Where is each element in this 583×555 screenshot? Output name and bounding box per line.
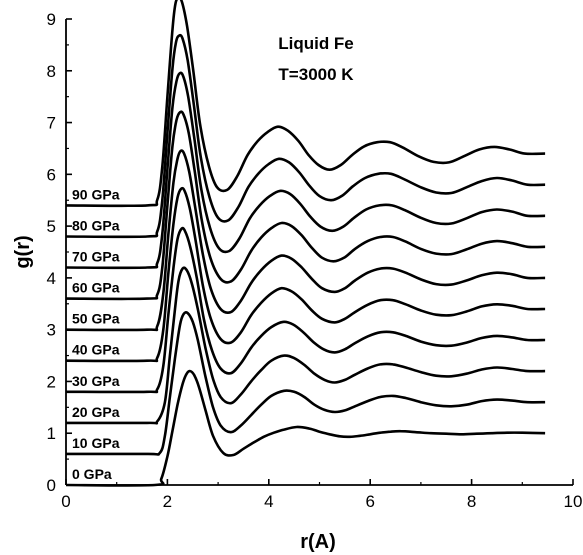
x-tick-label-6: 6 bbox=[365, 492, 374, 511]
chart-title: Liquid Fe bbox=[278, 34, 354, 53]
y-tick-label-0: 0 bbox=[47, 476, 56, 495]
series-labels: 0 GPa 10 GPa 20 GPa 30 GPa 40 GPa 50 GPa 60 GP… bbox=[72, 186, 120, 482]
y-tick-label-5: 5 bbox=[47, 217, 56, 236]
series-label-6: 60 GPa bbox=[72, 280, 120, 296]
series-line-4 bbox=[65, 186, 546, 363]
x-tick-label-2: 2 bbox=[163, 492, 172, 511]
y-axis-label: g(r) bbox=[12, 235, 34, 268]
series-label-5: 50 GPa bbox=[72, 311, 120, 327]
series-label-7: 70 GPa bbox=[72, 249, 120, 265]
series-line-1 bbox=[65, 311, 546, 456]
series-label-1: 10 GPa bbox=[72, 435, 120, 451]
series-line-7 bbox=[65, 71, 546, 270]
y-tick-label-1: 1 bbox=[47, 424, 56, 443]
series-line-9 bbox=[65, 0, 546, 208]
series-label-0: 0 GPa bbox=[72, 466, 112, 482]
series-line-0 bbox=[65, 369, 546, 487]
y-tick-label-8: 8 bbox=[47, 62, 56, 81]
series-line-8 bbox=[65, 33, 546, 239]
series-line-5 bbox=[65, 149, 546, 332]
y-tick-label-3: 3 bbox=[47, 321, 56, 340]
y-tick-label-7: 7 bbox=[47, 114, 56, 133]
rdf-curves bbox=[65, 0, 546, 487]
x-tick-label-8: 8 bbox=[467, 492, 476, 511]
x-tick-label-4: 4 bbox=[264, 492, 273, 511]
series-label-8: 80 GPa bbox=[72, 217, 120, 233]
series-label-9: 90 GPa bbox=[72, 186, 120, 202]
x-tick-label-10: 10 bbox=[564, 492, 583, 511]
plot-axes: 0 2 4 6 8 10 0 1 2 3 4 5 6 7 8 9 bbox=[47, 10, 583, 511]
y-tick-label-9: 9 bbox=[47, 10, 56, 29]
series-line-2 bbox=[65, 266, 546, 425]
series-line-6 bbox=[65, 110, 546, 301]
y-tick-label-4: 4 bbox=[47, 269, 56, 288]
series-line-3 bbox=[65, 226, 546, 394]
x-tick-label-0: 0 bbox=[61, 492, 70, 511]
y-tick-label-2: 2 bbox=[47, 372, 56, 391]
series-label-4: 40 GPa bbox=[72, 342, 120, 358]
series-label-2: 20 GPa bbox=[72, 404, 120, 420]
y-tick-label-6: 6 bbox=[47, 165, 56, 184]
series-label-3: 30 GPa bbox=[72, 373, 120, 389]
chart-subtitle: T=3000 K bbox=[278, 65, 354, 84]
x-axis-label: r(A) bbox=[300, 531, 336, 553]
